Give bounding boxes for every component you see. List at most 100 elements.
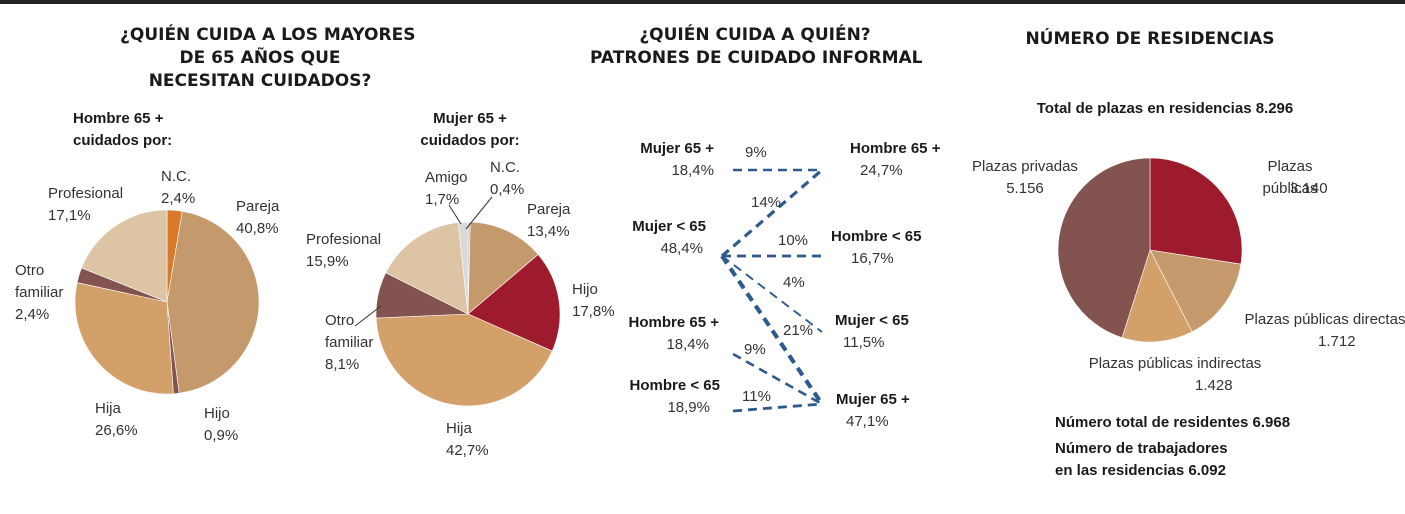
pie2-label-value: 17,8%: [572, 303, 615, 320]
flow-link-1: [720, 168, 824, 258]
pie3-label-publicas: Plazas públicas: [1240, 156, 1340, 200]
pie3-label-directas: Plazas públicas directas: [1230, 309, 1405, 331]
flow-left-node: Hombre < 65 18,9%: [605, 375, 720, 419]
pie3-label-indirectas-value: 1.428: [1195, 377, 1233, 394]
panel2-title: ¿QUIÉN CUIDA A QUIÉN? PATRONES DE CUIDAD…: [590, 24, 923, 70]
pie2-label-amigo: Amigo 1,7%: [425, 167, 468, 211]
flow-node-label: Hombre < 65: [831, 228, 922, 245]
pie2-label-value: 8,1%: [325, 356, 360, 373]
pie2-label-name: Profesional: [306, 231, 382, 248]
pie2-slice-pareja: [467, 221, 539, 315]
pie1-label-profesional: Profesional 17,1%: [48, 183, 123, 227]
pie1-label-name: Hijo: [204, 405, 230, 422]
flow-node-value: 18,9%: [667, 399, 710, 416]
pie1-label-pareja: Pareja 40,8%: [236, 196, 279, 240]
flow-link-3: [721, 255, 823, 333]
pie1-label-name: Pareja: [236, 198, 280, 215]
pie2-label-value: 42,7%: [446, 442, 489, 459]
pie2-leader-otro: [354, 305, 382, 327]
pie2-label-name: Amigo: [425, 169, 468, 186]
panel2-title-line: PATRONES DE CUIDADO INFORMAL: [590, 48, 923, 68]
pie3-label-privadas: Plazas privadas 5.156: [960, 156, 1090, 200]
pie3-label-value: 5.156: [1006, 180, 1044, 197]
flow-link-label: 11%: [742, 388, 771, 405]
flow-node-label: Mujer < 65: [835, 312, 909, 329]
pie2-label-nc: N.C. 0,4%: [490, 157, 524, 201]
pie2-label-name: Hija: [446, 420, 472, 437]
pie1-label-otro: Otro familiar 2,4%: [15, 260, 75, 326]
flow-node-value: 18,4%: [666, 336, 709, 353]
flow-link-label: 14%: [751, 194, 782, 211]
pie2-slice-profesional: [385, 222, 469, 315]
pie2-label-otro: Otro familiar 8,1%: [325, 310, 385, 376]
flow-link-5: [732, 352, 823, 406]
pie1-label-name: Otro familiar: [15, 262, 64, 301]
pie2-label-hija: Hija 42,7%: [446, 418, 489, 462]
flow-left-node: Mujer < 65 48,4%: [600, 216, 706, 260]
flow-node-value: 18,4%: [671, 162, 714, 179]
pie1-subtitle-line: cuidados por:: [73, 132, 173, 149]
pie3-label-name: Plazas públicas directas: [1244, 311, 1405, 328]
pie3-label-publicas-value: 3.140: [1290, 180, 1328, 197]
flow-node-label: Hombre 65 +: [850, 140, 941, 157]
pie1-label-value: 0,9%: [204, 427, 239, 444]
total-plazas: Total de plazas en residencias 8.296: [1036, 100, 1294, 117]
pie1-label-hija: Hija 26,6%: [95, 398, 138, 442]
flow-link-label: 21%: [783, 322, 814, 339]
pie2-subtitle-line: Mujer 65 +: [433, 110, 507, 127]
pie3-label-name: Plazas públicas indirectas: [1088, 355, 1262, 372]
flow-left-node: Mujer 65 + 18,4%: [610, 138, 714, 182]
pie2-label-value: 13,4%: [527, 223, 570, 240]
flow-right-node: Hombre 65 + 24,7%: [850, 138, 940, 182]
pie1-label-nc: N.C. 2,4%: [161, 166, 195, 210]
pie1-subtitle-line: Hombre 65 +: [73, 110, 164, 127]
pie2-leader-nc: [465, 196, 493, 230]
flow-node-label: Mujer 65 +: [640, 140, 714, 157]
pie1-label-value: 2,4%: [15, 306, 50, 323]
pie2-subtitle-line: cuidados por:: [420, 132, 520, 149]
flow-left-node: Hombre 65 + 18,4%: [605, 312, 719, 356]
pie2-slice-hija: [375, 313, 553, 407]
flow-link-label: 10%: [778, 232, 809, 249]
top-rule: [0, 0, 1405, 4]
pie3-label-indirectas: Plazas públicas indirectas: [1080, 353, 1270, 375]
pie3-slice-plazas-p-blicas: [1149, 157, 1243, 265]
pie1-label-value: 2,4%: [161, 190, 196, 207]
pie3-slice-plazas-p-blicas-indirectas: [1121, 249, 1193, 343]
flow-node-value: 47,1%: [846, 413, 889, 430]
pie3-label-directas-value: 1.712: [1318, 333, 1356, 350]
total-trabajadores: Número de trabajadores en las residencia…: [1055, 438, 1228, 482]
pie2-label-name: Hijo: [572, 281, 598, 298]
panel2-title-line: ¿QUIÉN CUIDA A QUIÉN?: [639, 25, 871, 45]
flow-node-value: 11,5%: [843, 334, 885, 351]
flow-link-label: 9%: [744, 341, 766, 358]
pie1-label-value: 26,6%: [95, 422, 138, 439]
panel1-title-line: NECESITAN CUIDADOS?: [148, 71, 372, 91]
pie3-label-name: Plazas privadas: [972, 158, 1078, 175]
pie2-label-profesional: Profesional 15,9%: [306, 229, 381, 273]
pie2-label-value: 1,7%: [425, 191, 460, 208]
pie1-label-name: N.C.: [161, 168, 191, 185]
panel1-title-line: DE 65 AÑOS QUE: [179, 48, 341, 68]
flow-node-label: Mujer < 65: [632, 218, 706, 235]
pie1-label-value: 17,1%: [48, 207, 91, 224]
pie2-subtitle: Mujer 65 + cuidados por:: [405, 108, 535, 152]
flow-node-label: Hombre < 65: [629, 377, 720, 394]
pie1-label-name: Hija: [95, 400, 121, 417]
flow-node-label: Mujer 65 +: [836, 391, 910, 408]
total-residentes: Número total de residentes 6.968: [1055, 414, 1291, 431]
panel1-title-line: ¿QUIÉN CUIDA A LOS MAYORES: [120, 25, 416, 45]
flow-node-value: 16,7%: [851, 250, 894, 267]
pie1-slice-hija: [74, 282, 174, 395]
pie1-label-value: 40,8%: [236, 220, 279, 237]
panel1-title: ¿QUIÉN CUIDA A LOS MAYORES DE 65 AÑOS QU…: [120, 24, 416, 93]
pie1-slice-profesional: [81, 209, 168, 303]
pie3-label-name: Plazas públicas: [1262, 158, 1318, 197]
pie1-label-name: Profesional: [48, 185, 124, 202]
pie1-slice-pareja: [166, 210, 260, 394]
pie2-slice-hijo: [467, 254, 561, 352]
trabajadores-line: en las residencias 6.092: [1055, 462, 1226, 479]
pie1-label-hijo: Hijo 0,9%: [204, 403, 238, 447]
pie1-subtitle: Hombre 65 + cuidados por:: [73, 108, 172, 152]
